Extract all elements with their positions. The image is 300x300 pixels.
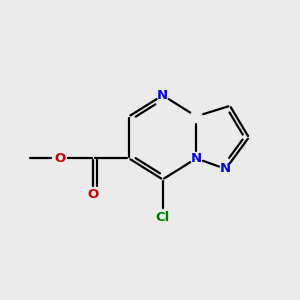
Text: N: N (220, 162, 231, 176)
Text: N: N (191, 152, 202, 165)
Text: Cl: Cl (155, 211, 170, 224)
Text: O: O (54, 152, 65, 165)
Text: N: N (157, 89, 168, 102)
Text: O: O (88, 188, 99, 201)
